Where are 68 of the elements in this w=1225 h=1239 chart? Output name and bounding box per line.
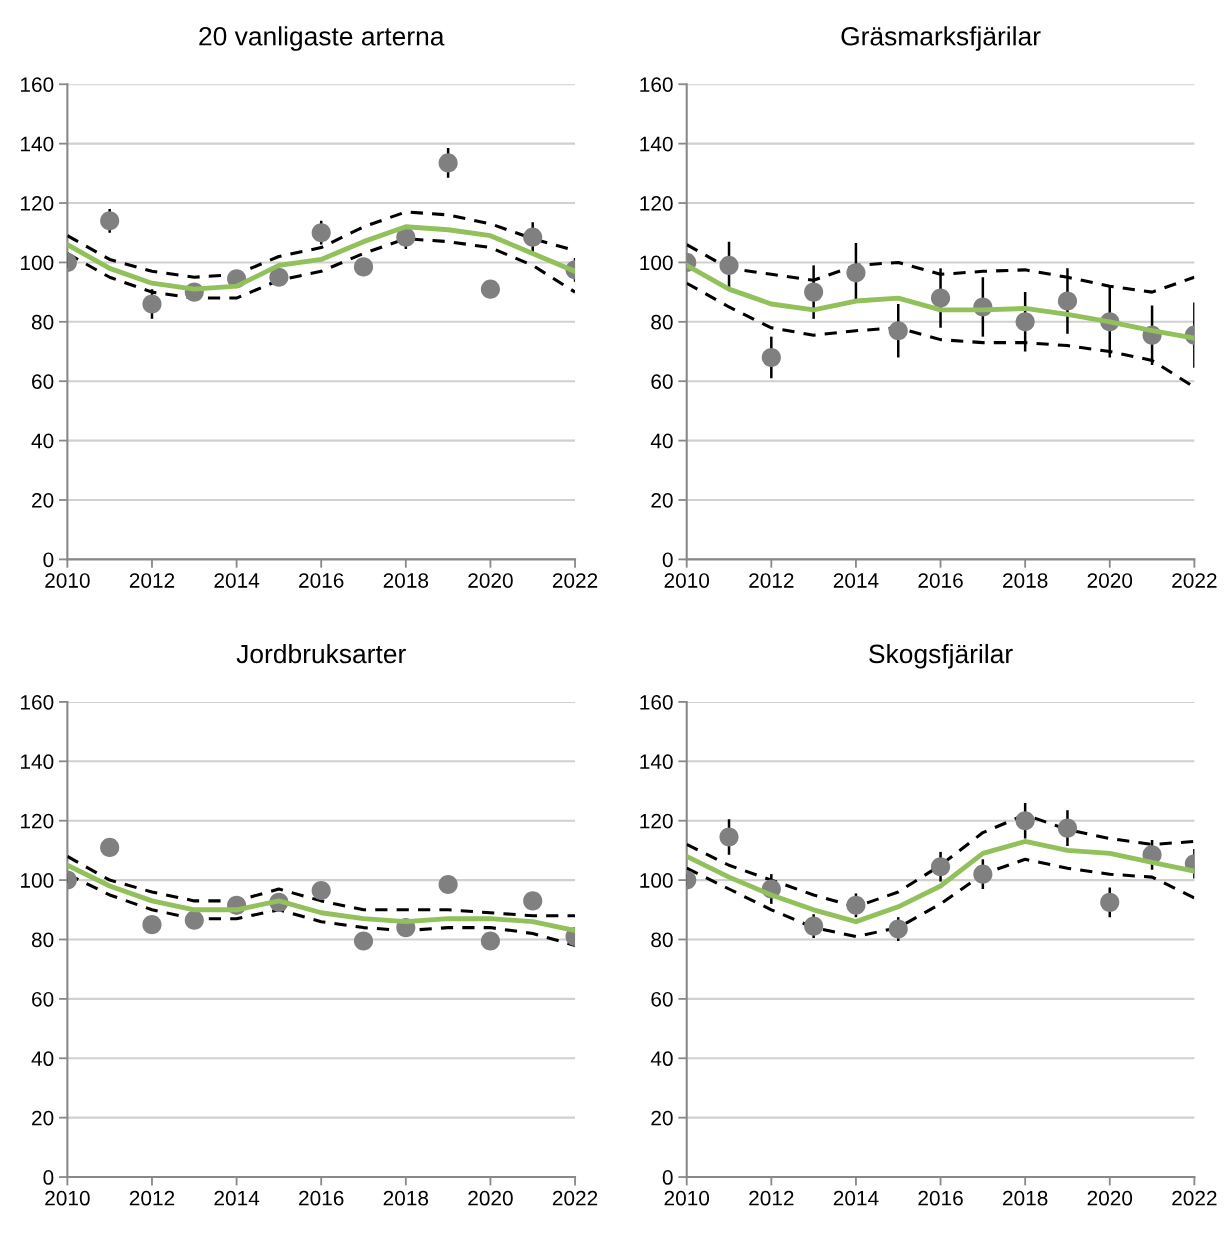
x-tick-label: 2012 <box>129 1190 175 1206</box>
y-tick-label: 140 <box>640 754 673 770</box>
y-tick-label: 60 <box>651 374 673 389</box>
y-tick-label: 0 <box>662 552 673 568</box>
y-tick-label: 100 <box>640 255 673 271</box>
y-tick-label: 20 <box>32 492 54 508</box>
y-tick-label: 60 <box>32 991 54 1007</box>
chart-title: Gräsmarksfjärilar <box>841 26 1041 51</box>
x-tick-label: 2010 <box>45 573 90 588</box>
y-tick-label: 60 <box>32 374 54 389</box>
x-tick-label: 2016 <box>918 1190 963 1206</box>
x-tick-label: 2022 <box>552 1190 598 1206</box>
x-tick-label: 2022 <box>1172 1190 1217 1206</box>
y-tick-label: 60 <box>651 991 673 1007</box>
x-tick-label: 2014 <box>214 573 260 588</box>
y-tick-label: 40 <box>31 433 54 449</box>
y-tick-label: 120 <box>640 813 673 829</box>
x-tick-label: 2012 <box>129 573 175 588</box>
y-tick-label: 20 <box>651 492 673 508</box>
x-tick-label: 2010 <box>664 573 710 588</box>
y-tick-label: 0 <box>43 552 54 568</box>
y-tick-label: 40 <box>31 1051 54 1067</box>
x-tick-label: 2012 <box>749 1190 794 1206</box>
y-tick-label: 0 <box>662 1170 673 1185</box>
x-tick-label: 2016 <box>918 573 963 588</box>
y-tick-label: 100 <box>640 873 673 888</box>
y-tick-label: 20 <box>32 1110 54 1126</box>
x-tick-label: 2016 <box>299 573 344 588</box>
x-tick-label: 2010 <box>664 1190 710 1206</box>
x-tick-label: 2014 <box>833 573 879 588</box>
x-tick-label: 2018 <box>1003 1190 1048 1206</box>
y-tick-label: 120 <box>640 196 673 211</box>
x-tick-label: 2020 <box>1087 573 1133 588</box>
x-tick-label: 2014 <box>833 1190 879 1206</box>
x-tick-label: 2020 <box>468 573 513 588</box>
y-tick-label: 80 <box>651 932 673 948</box>
x-tick-label: 2014 <box>214 1190 260 1206</box>
x-tick-label: 2010 <box>45 1190 90 1206</box>
x-tick-label: 2012 <box>749 573 794 588</box>
y-tick-label: 20 <box>651 1110 673 1126</box>
y-tick-label: 160 <box>640 694 673 710</box>
y-tick-label: 160 <box>21 77 54 93</box>
y-tick-label: 160 <box>640 77 673 93</box>
y-tick-label: 160 <box>21 694 54 710</box>
y-tick-label: 140 <box>21 136 54 152</box>
x-tick-label: 2020 <box>468 1190 513 1206</box>
y-tick-label: 0 <box>43 1170 54 1185</box>
y-tick-label: 140 <box>640 136 673 152</box>
y-tick-label: 100 <box>21 255 54 271</box>
x-tick-label: 2016 <box>299 1190 344 1206</box>
x-tick-label: 2018 <box>383 1190 429 1206</box>
y-tick-label: 140 <box>21 754 54 770</box>
x-tick-label: 2018 <box>383 573 429 588</box>
chart-title: Skogsfjärilar <box>869 643 1013 669</box>
x-tick-label: 2022 <box>1172 573 1217 588</box>
chart-title: Jordbruksarter <box>236 643 406 664</box>
y-tick-label: 80 <box>651 314 673 330</box>
y-tick-label: 40 <box>650 1051 673 1067</box>
x-tick-label: 2018 <box>1003 573 1048 588</box>
y-tick-label: 120 <box>21 196 54 211</box>
y-tick-label: 100 <box>21 873 54 888</box>
y-tick-label: 80 <box>31 932 54 948</box>
y-tick-label: 40 <box>650 433 673 449</box>
x-tick-label: 2022 <box>552 573 598 588</box>
y-tick-label: 120 <box>21 813 54 829</box>
y-tick-label: 80 <box>31 314 54 330</box>
x-tick-label: 2020 <box>1087 1190 1133 1206</box>
chart-title: 20 vanligaste arterna <box>199 26 445 51</box>
